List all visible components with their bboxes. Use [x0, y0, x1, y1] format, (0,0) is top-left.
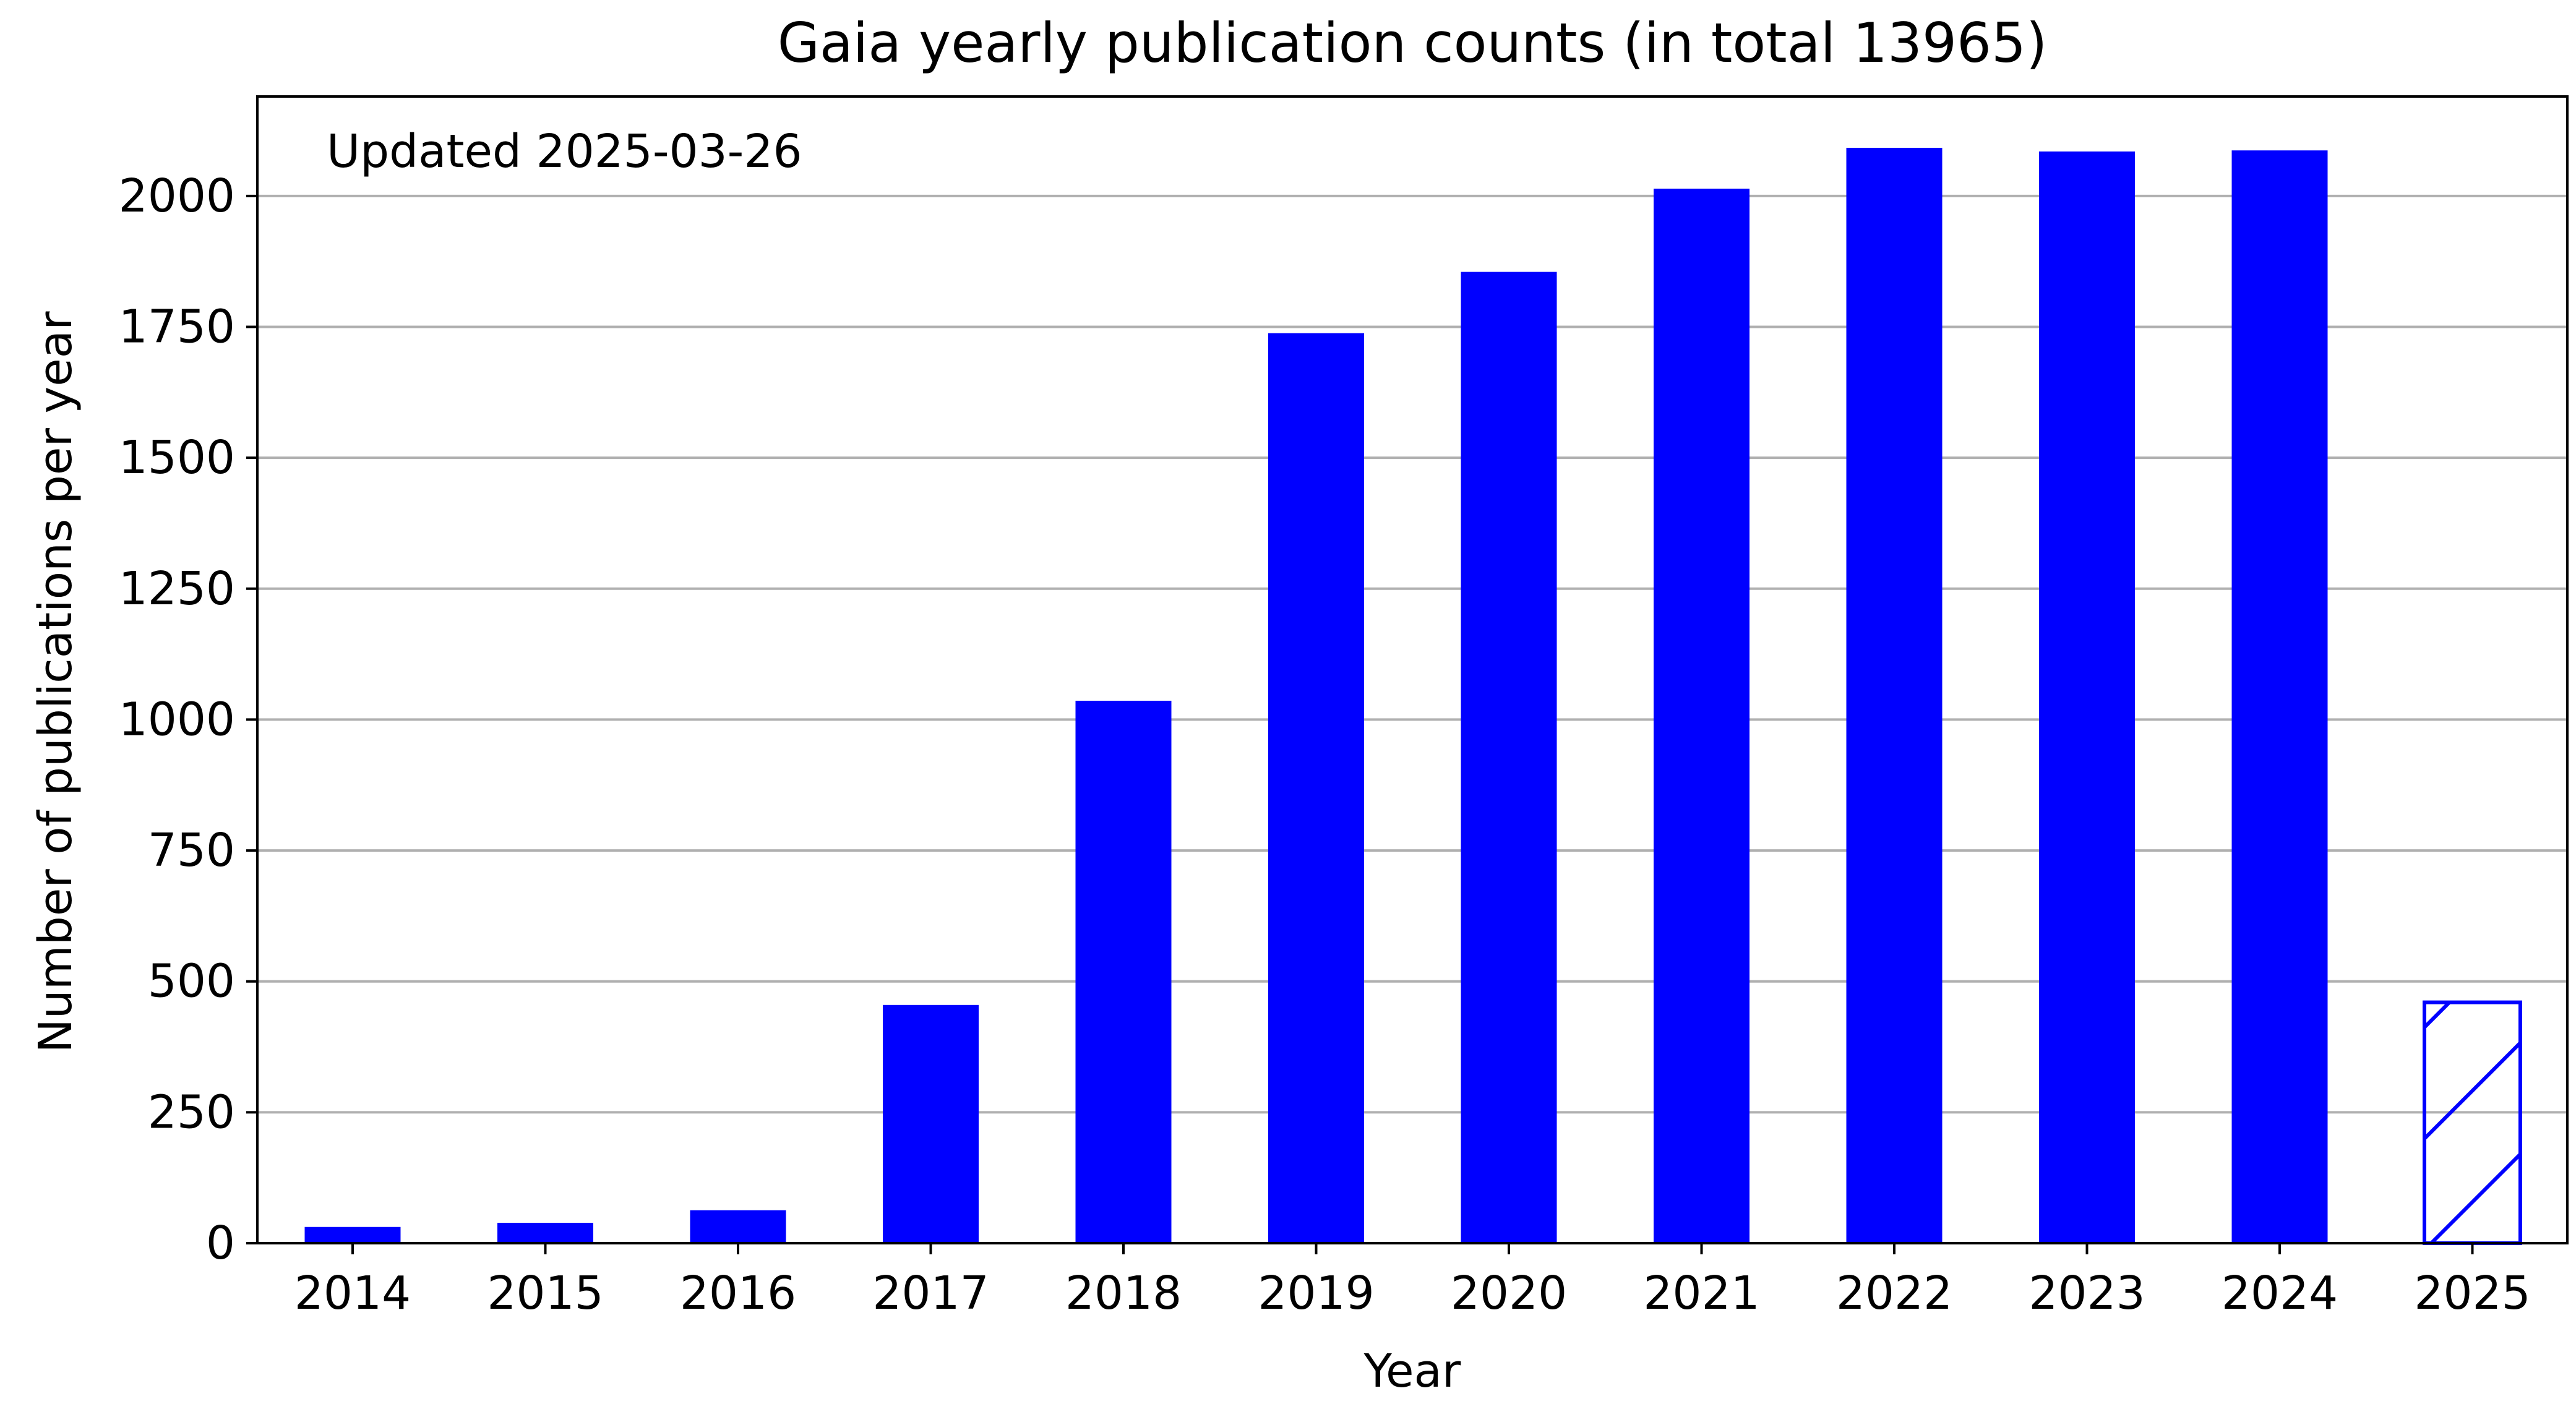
y-axis-label: Number of publications per year — [29, 311, 82, 1053]
bars — [304, 147, 2522, 1245]
plot-frame — [256, 95, 2569, 1244]
x-tick-label-2021: 2021 — [1643, 1267, 1759, 1320]
x-tick-label-2020: 2020 — [1451, 1267, 1567, 1320]
bar-2020 — [1461, 272, 1557, 1243]
y-tick-label: 250 — [148, 1085, 235, 1139]
x-tick-label-2023: 2023 — [2029, 1267, 2145, 1320]
bar-2016 — [690, 1210, 786, 1243]
x-tick-label-2019: 2019 — [1258, 1267, 1374, 1320]
bar-2022 — [1846, 147, 1943, 1244]
x-axis-label: Year — [1363, 1345, 1461, 1398]
bar-2021 — [1654, 188, 1750, 1243]
x-tick-label-2025: 2025 — [2414, 1267, 2530, 1320]
bar-2018 — [1075, 700, 1172, 1243]
x-axis-ticks: 2014 2015 2016 2017 2018 2019 2020 2021 2022 2023… — [294, 1243, 2531, 1320]
bar-2015 — [497, 1222, 593, 1243]
y-tick-label: 2000 — [119, 169, 235, 223]
y-tick-label: 0 — [206, 1217, 235, 1270]
x-tick-label-2016: 2016 — [680, 1267, 796, 1320]
y-tick-label: 750 — [148, 824, 235, 877]
bar-2024 — [2231, 150, 2328, 1243]
y-tick-label: 1500 — [119, 431, 235, 484]
x-tick-label-2014: 2014 — [294, 1267, 411, 1320]
y-tick-label: 1000 — [119, 693, 235, 746]
x-tick-label-2017: 2017 — [872, 1267, 989, 1320]
x-tick-label-2015: 2015 — [487, 1267, 603, 1320]
chart-title: Gaia yearly publication counts (in total… — [778, 11, 2048, 75]
y-axis-ticks: 0 250 500 750 1000 1250 1500 1750 2000 — [119, 169, 257, 1270]
bar-2025 — [2423, 1000, 2522, 1245]
x-tick-label-2022: 2022 — [1836, 1267, 1952, 1320]
bar-2017 — [883, 1004, 979, 1243]
y-tick-label: 1750 — [119, 300, 235, 353]
y-tick-label: 500 — [148, 955, 235, 1008]
bar-2019 — [1268, 333, 1364, 1243]
updated-annotation: Updated 2025-03-26 — [327, 125, 802, 178]
bar-2014 — [304, 1226, 401, 1243]
bar-2023 — [2039, 151, 2135, 1244]
x-tick-label-2024: 2024 — [2222, 1267, 2338, 1320]
x-tick-label-2018: 2018 — [1065, 1267, 1182, 1320]
grid-lines — [257, 194, 2567, 1244]
y-tick-label: 1250 — [119, 562, 235, 615]
